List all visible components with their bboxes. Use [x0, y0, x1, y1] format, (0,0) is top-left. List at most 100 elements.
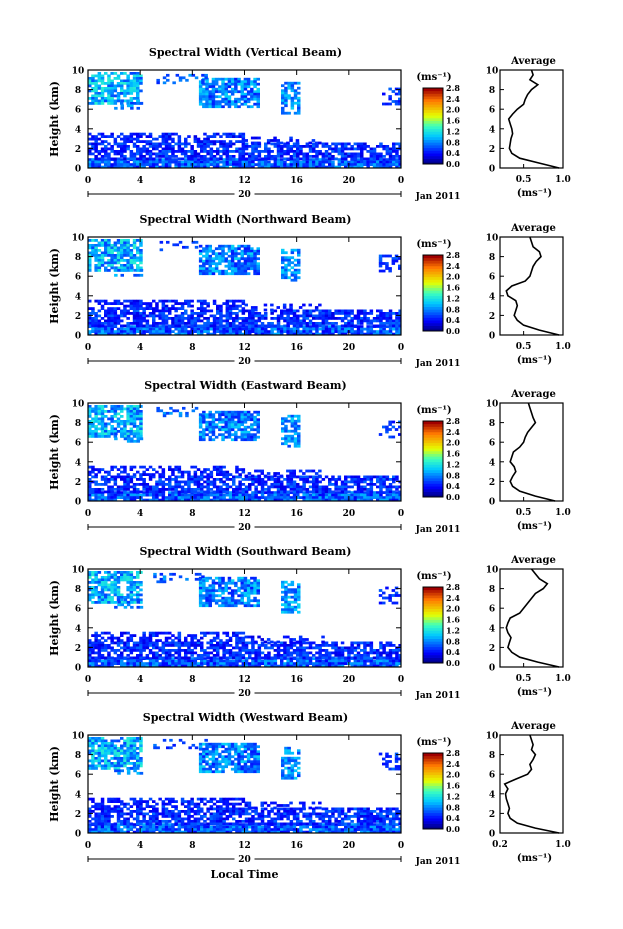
heatmap-cell: [104, 165, 108, 168]
heatmap-cell: [347, 490, 351, 494]
heatmap-cell: [139, 273, 144, 277]
heatmap-cell: [356, 330, 361, 333]
heatmap-cell: [123, 72, 127, 75]
heatmap-cell: [232, 150, 236, 153]
colorbar-tick-label: 0.8: [446, 304, 460, 314]
heatmap-cell: [161, 155, 166, 158]
heatmap-cell: [334, 145, 338, 148]
heatmap-cell: [395, 327, 399, 331]
heatmap-cell: [360, 485, 364, 489]
heatmap-cell: [209, 147, 214, 151]
heatmap-cell: [356, 498, 361, 501]
heatmap-cell: [250, 415, 254, 419]
heatmap-cell: [88, 102, 92, 105]
heatmap-cell: [280, 664, 284, 667]
heatmap-cell: [168, 299, 172, 303]
heatmap-cell: [256, 269, 260, 273]
heatmap-cell: [116, 422, 121, 426]
heatmap-cell: [113, 152, 118, 156]
heatmap-cell: [161, 490, 166, 494]
heatmap-cell: [331, 163, 335, 166]
heatmap-cell: [385, 485, 390, 489]
heatmap-cell: [216, 657, 220, 660]
heatmap-cell: [353, 480, 358, 484]
heatmap-cell: [254, 163, 258, 166]
heatmap-cell: [94, 89, 98, 93]
heatmap-cell: [214, 269, 219, 273]
heatmap-cell: [264, 491, 268, 494]
heatmap-cell: [177, 664, 182, 667]
heatmap-cell: [139, 405, 143, 408]
heatmap-cell: [211, 257, 216, 261]
heatmap-cell: [308, 163, 313, 166]
heatmap-cell: [200, 498, 204, 501]
heatmap-cell: [296, 332, 300, 335]
heatmap-cell: [256, 418, 260, 422]
heatmap-cell: [178, 411, 183, 415]
heatmap-cell: [222, 145, 226, 148]
heatmap-cell: [321, 319, 326, 323]
heatmap-cell: [230, 423, 235, 427]
heatmap-cell: [139, 82, 143, 85]
heatmap-cell: [209, 498, 214, 501]
heatmap-cell: [110, 132, 114, 136]
heatmap-cell: [132, 155, 137, 158]
heatmap-cell: [104, 327, 108, 331]
heatmap-cell: [230, 257, 235, 261]
heatmap-cell: [225, 470, 230, 474]
heatmap-cell: [350, 475, 354, 479]
heatmap-cell: [198, 438, 203, 442]
heatmap-cell: [392, 659, 396, 663]
heatmap-cell: [315, 155, 319, 158]
heatmap-cell: [382, 322, 386, 325]
heatmap-cell: [194, 406, 199, 410]
heatmap-cell: [155, 324, 159, 328]
heatmap-cell: [273, 160, 278, 164]
heatmap-cell: [136, 437, 140, 441]
heatmap-cell: [185, 245, 189, 249]
heatmap-cell: [114, 268, 118, 272]
heatmap-cell: [88, 246, 92, 250]
heatmap-cell: [97, 269, 102, 272]
heatmap-cell: [296, 317, 300, 320]
heatmap-cell: [237, 423, 241, 427]
heatmap-cell: [369, 152, 374, 156]
heatmap-cell: [158, 135, 162, 138]
heatmap-cell: [120, 662, 124, 665]
heatmap-cell: [305, 480, 310, 484]
heatmap-cell: [382, 145, 386, 148]
heatmap-cell: [132, 84, 137, 88]
heatmap-cell: [94, 269, 98, 272]
heatmap-cell: [385, 254, 389, 258]
heatmap-cell: [132, 254, 137, 257]
heatmap-cell: [211, 95, 216, 99]
heatmap-cell: [97, 261, 102, 265]
heatmap-cell: [392, 662, 396, 665]
heatmap-cell: [308, 147, 313, 151]
heatmap-cell: [369, 488, 374, 491]
heatmap-cell: [230, 77, 235, 81]
heatmap-cell: [172, 243, 176, 247]
x-tick-label: 4: [137, 509, 143, 519]
heatmap-cell: [286, 490, 290, 494]
heatmap-cell: [161, 160, 166, 164]
heatmap-cell: [202, 105, 206, 109]
colorbar-segment: [423, 101, 443, 105]
heatmap-cell: [88, 322, 92, 325]
heatmap-cell: [126, 304, 130, 308]
heatmap-cell: [91, 246, 95, 250]
heatmap-cell: [234, 100, 238, 104]
heatmap-cell: [139, 327, 143, 331]
heatmap-cell: [171, 664, 175, 667]
heatmap-cell: [280, 493, 284, 497]
heatmap-cell: [254, 332, 258, 335]
heatmap-cell: [171, 488, 175, 491]
heatmap-cell: [161, 312, 166, 315]
heatmap-cell: [107, 241, 111, 245]
heatmap-cell: [299, 163, 303, 166]
heatmap-cell: [394, 87, 399, 91]
heatmap-cell: [284, 419, 288, 423]
heatmap-cell: [142, 140, 146, 143]
heatmap-cell: [205, 97, 209, 101]
heatmap-cell: [88, 77, 92, 80]
